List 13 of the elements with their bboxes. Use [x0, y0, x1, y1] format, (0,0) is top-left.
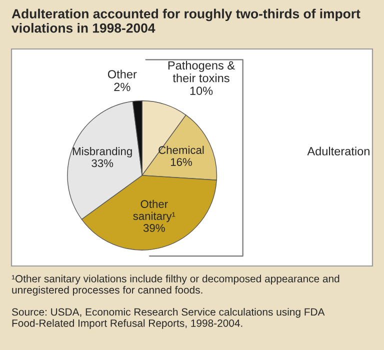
data-label: 2%: [114, 82, 130, 92]
chart-title: Adulteration accounted for roughly two-thirds of import violations in 1998-2004: [12, 8, 360, 33]
data-label: 10%: [190, 86, 213, 95]
data-label: 39%: [143, 224, 165, 232]
slice-label: Pathogens & their toxins: [168, 60, 235, 82]
text: Adulteration: [307, 146, 370, 156]
slice-label: Other: [108, 70, 137, 78]
source-note: Source: USDA, Economic Research Service calculations using FDA Food-Related Import Refusal Reports, 1998-2004.: [12, 308, 325, 329]
text: ¹Other sanitary violations include filthy or decomposed appearance and unregistered processes for canned foods.: [12, 274, 340, 296]
data-label: 16%: [170, 158, 192, 166]
data-label: 33%: [92, 159, 114, 168]
slice-label: Other sanitary¹: [133, 200, 176, 222]
slice-label: Misbranding: [73, 147, 132, 158]
